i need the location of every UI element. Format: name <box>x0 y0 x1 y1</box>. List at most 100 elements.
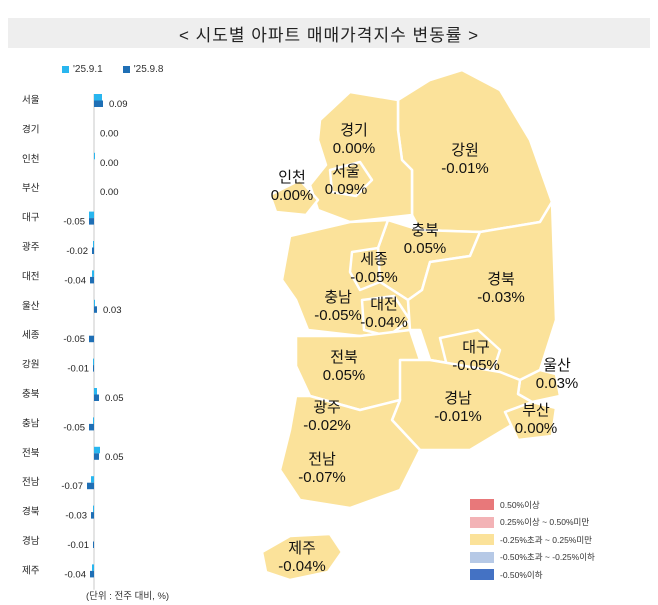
region-shape-incheon <box>268 178 320 217</box>
bar-2 <box>90 276 94 284</box>
region-value: -0.04% <box>360 314 408 331</box>
region-shape-sejong <box>348 246 382 292</box>
bar-1 <box>94 446 100 454</box>
region-shape-daejeon <box>360 294 412 338</box>
data-label: -0.01 <box>67 364 89 375</box>
category-label: 광주 <box>22 241 40 253</box>
bar-2 <box>89 423 94 431</box>
bar-1 <box>92 564 94 571</box>
region-name: 울산 <box>543 357 571 374</box>
category-label: 전남 <box>22 477 40 488</box>
category-label: 제주 <box>22 565 40 576</box>
legend-label-series2: '25.9.8 <box>133 64 164 75</box>
region-value: 0.03% <box>536 375 579 392</box>
category-label: 충북 <box>22 389 40 400</box>
category-label: 충남 <box>22 418 40 429</box>
map-labels: 경기0.00% 강원-0.01%인천0.00%서울0.09%충북0.05%세종-0… <box>271 122 579 575</box>
bar-1 <box>94 299 95 307</box>
region-value: -0.05% <box>452 357 500 374</box>
category-label: 강원 <box>22 360 39 371</box>
data-label: -0.05 <box>63 217 85 228</box>
data-label: 0.00 <box>100 158 119 169</box>
map-legend: 0.50%이상 0.25%이상 ~ 0.50%미만 -0.25%초과 ~ 0.25%… <box>470 496 595 584</box>
category-label: 경남 <box>22 535 40 547</box>
bar-2 <box>89 218 94 225</box>
bar-legend: '25.9.1 '25.9.8 <box>62 64 163 75</box>
legend-swatch-series1 <box>62 66 69 73</box>
category-label: 경기 <box>22 123 39 135</box>
bar-1 <box>94 152 95 160</box>
data-label: -0.05 <box>63 422 85 433</box>
data-label: -0.02 <box>66 246 88 257</box>
data-label: -0.05 <box>63 334 85 345</box>
bar-2 <box>92 247 94 254</box>
region-name: 전남 <box>308 451 336 468</box>
region-name: 대전 <box>370 296 398 313</box>
map-legend-swatch <box>470 551 494 563</box>
region-name: 전북 <box>330 349 358 366</box>
region-shape-gyeonggi <box>308 90 414 224</box>
bar-1 <box>92 270 94 277</box>
legend-label-series1: '25.9.1 <box>73 64 103 75</box>
bar-1 <box>93 505 94 513</box>
map-legend-swatch <box>470 499 494 511</box>
bar-2 <box>94 394 99 401</box>
region-name: 부산 <box>522 402 550 419</box>
region-name: 인천 <box>278 169 306 186</box>
region-name: 경기 <box>340 122 368 139</box>
data-label: -0.01 <box>67 540 89 551</box>
map-legend-item: -0.25%초과 ~ 0.25%미만 <box>470 531 595 549</box>
data-label: 0.00 <box>100 128 119 139</box>
map-legend-label: -0.50%초과 ~ -0.25%이하 <box>500 552 595 563</box>
map-legend-label: -0.50%이하 <box>500 569 543 580</box>
data-label: -0.04 <box>64 275 86 286</box>
data-label: 0.03 <box>103 305 122 316</box>
region-value: -0.02% <box>303 417 351 434</box>
bar-1 <box>93 241 94 248</box>
data-label: 0.05 <box>105 393 124 404</box>
map-legend-label: -0.25%초과 ~ 0.25%미만 <box>500 534 593 545</box>
map-legend-label: 0.50%이상 <box>500 499 540 510</box>
region-name: 세종 <box>360 251 388 268</box>
region-name: 광주 <box>313 399 341 416</box>
region-value: 0.05% <box>404 240 447 257</box>
region-value: -0.04% <box>278 558 326 575</box>
region-shape-busan <box>503 400 558 442</box>
data-label: 0.05 <box>105 452 124 463</box>
category-label: 대전 <box>22 271 39 282</box>
category-label: 전북 <box>22 448 40 459</box>
region-name: 대구 <box>462 339 490 356</box>
data-label: -0.07 <box>61 481 83 492</box>
legend-swatch-series2 <box>122 66 130 73</box>
region-name: 강원 <box>451 142 479 159</box>
bar-2 <box>91 512 94 519</box>
region-shape-jeju <box>260 532 344 582</box>
data-label: -0.04 <box>64 569 86 580</box>
category-label: 경북 <box>22 506 40 518</box>
region-shape-jeonnam <box>278 394 422 510</box>
region-value: -0.01% <box>434 408 482 425</box>
bar-1 <box>91 476 94 483</box>
region-value: -0.05% <box>350 269 398 286</box>
category-label: 인천 <box>22 154 39 165</box>
bar-2 <box>87 482 94 490</box>
category-label: 대구 <box>22 213 40 224</box>
region-value: 0.05% <box>323 367 366 384</box>
map-legend-item: -0.50%초과 ~ -0.25%이하 <box>470 549 595 567</box>
chart-title: < 시도별 아파트 매매가격지수 변동률 > <box>8 18 650 48</box>
map-legend-item: 0.50%이상 <box>470 496 595 514</box>
region-name: 서울 <box>332 163 360 180</box>
bar-1 <box>89 211 94 219</box>
unit-note: (단위 : 전주 대비, %) <box>86 591 170 602</box>
bar-2 <box>94 100 103 107</box>
bar-2 <box>93 365 94 372</box>
region-name: 충북 <box>411 222 439 239</box>
data-label: 0.09 <box>109 99 128 110</box>
bar-2 <box>94 453 99 460</box>
bar-1 <box>94 388 97 395</box>
region-name: 경남 <box>444 390 472 407</box>
map-legend-item: -0.50%이하 <box>470 566 595 584</box>
map-legend-item: 0.25%이상 ~ 0.50%미만 <box>470 514 595 532</box>
region-value: -0.07% <box>298 469 346 486</box>
region-shape-seoul <box>328 160 374 198</box>
